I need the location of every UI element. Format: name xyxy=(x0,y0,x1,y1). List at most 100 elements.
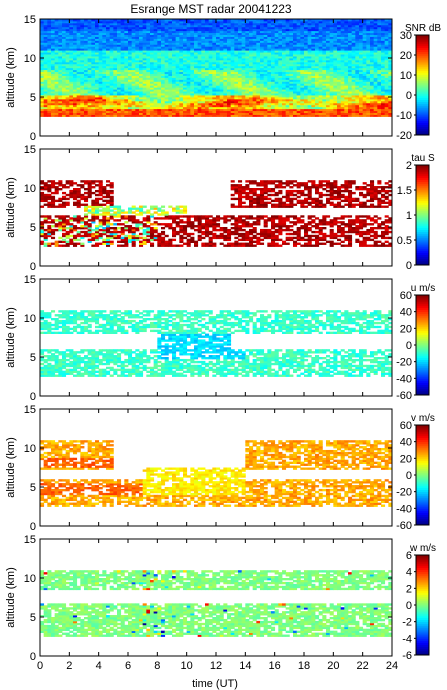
heatmap-cell xyxy=(62,48,67,51)
heatmap-cell xyxy=(87,42,92,45)
heatmap-cell xyxy=(146,81,151,84)
heatmap-cell xyxy=(109,91,114,94)
heatmap-cell xyxy=(113,28,118,32)
heatmap-cell xyxy=(51,71,56,74)
heatmap-cell xyxy=(73,19,78,22)
heatmap-cell xyxy=(84,44,89,47)
heatmap-cell xyxy=(186,19,191,22)
heatmap-cell xyxy=(113,67,118,71)
heatmap-cell xyxy=(208,40,213,43)
heatmap-cell xyxy=(87,65,92,69)
heatmap-cell xyxy=(212,112,217,115)
heatmap-cell xyxy=(120,50,125,53)
heatmap-cell xyxy=(47,102,52,106)
heatmap-cell xyxy=(150,50,155,53)
heatmap-cell xyxy=(120,95,125,98)
heatmap-cell xyxy=(179,73,184,76)
heatmap-cell xyxy=(183,59,188,63)
heatmap-cell xyxy=(98,44,103,47)
heatmap-cell xyxy=(91,89,96,92)
heatmap-cell xyxy=(190,22,195,26)
heatmap-cell xyxy=(161,83,166,86)
heatmap-cell xyxy=(131,104,136,108)
heatmap-cell xyxy=(139,93,144,96)
heatmap-cell xyxy=(238,83,243,86)
heatmap-cell xyxy=(208,85,213,88)
heatmap-cell xyxy=(62,67,67,71)
heatmap-cell xyxy=(168,63,173,67)
heatmap-cell xyxy=(120,108,125,112)
heatmap-cell xyxy=(175,32,180,35)
heatmap-cell xyxy=(205,36,210,39)
heatmap-cell xyxy=(135,93,140,96)
heatmap-cell xyxy=(201,89,206,92)
heatmap-cell xyxy=(197,52,202,55)
heatmap-cell xyxy=(230,100,235,104)
heatmap-cell xyxy=(186,106,191,110)
heatmap-cell xyxy=(164,95,169,98)
heatmap-cell xyxy=(168,69,173,73)
heatmap-cell xyxy=(128,20,133,24)
heatmap-cell xyxy=(190,97,195,100)
heatmap-cell xyxy=(208,63,213,67)
heatmap-cell xyxy=(40,63,45,67)
heatmap-cell xyxy=(80,106,85,110)
heatmap-cell xyxy=(175,67,180,71)
heatmap-cell xyxy=(234,65,239,69)
heatmap-cell xyxy=(113,104,118,108)
heatmap-cell xyxy=(168,24,173,28)
heatmap-cell xyxy=(80,102,85,106)
heatmap-cell xyxy=(120,40,125,43)
heatmap-cell xyxy=(223,28,228,32)
heatmap-cell xyxy=(212,32,217,35)
heatmap-cell xyxy=(124,28,129,32)
heatmap-cell xyxy=(139,85,144,88)
heatmap-cell xyxy=(95,91,100,94)
heatmap-cell xyxy=(106,114,111,117)
heatmap-cell xyxy=(146,67,151,71)
heatmap-cell xyxy=(139,59,144,63)
heatmap-cell xyxy=(73,63,78,67)
heatmap-cell xyxy=(150,102,155,106)
heatmap-cell xyxy=(205,65,210,69)
heatmap-cell xyxy=(230,42,235,45)
heatmap-cell xyxy=(216,95,221,98)
heatmap-cell xyxy=(117,32,122,35)
heatmap-cell xyxy=(47,85,52,88)
heatmap-cell xyxy=(139,110,144,113)
heatmap-cell xyxy=(128,69,133,73)
heatmap-cell xyxy=(186,104,191,108)
heatmap-cell xyxy=(146,93,151,96)
heatmap-cell xyxy=(58,36,63,39)
heatmap-cell xyxy=(227,79,232,82)
heatmap-cell xyxy=(43,36,48,39)
heatmap-cell xyxy=(212,40,217,43)
heatmap-cell xyxy=(65,97,70,100)
heatmap-cell xyxy=(117,69,122,73)
heatmap-cell xyxy=(109,38,114,41)
heatmap-cell xyxy=(157,81,162,84)
heatmap-cell xyxy=(161,114,166,117)
heatmap-cell xyxy=(109,112,114,115)
heatmap-cell xyxy=(201,91,206,94)
heatmap-cell xyxy=(109,114,114,117)
heatmap-cell xyxy=(131,85,136,88)
heatmap-cell xyxy=(183,93,188,96)
heatmap-cell xyxy=(234,114,239,117)
heatmap-cell xyxy=(190,102,195,106)
heatmap-cell xyxy=(212,69,217,73)
heatmap-cell xyxy=(51,59,56,63)
heatmap-cell xyxy=(87,36,92,39)
heatmap-cell xyxy=(223,59,228,63)
heatmap-cell xyxy=(194,58,199,61)
heatmap-cell xyxy=(179,81,184,84)
heatmap-cell xyxy=(84,46,89,49)
heatmap-cell xyxy=(164,106,169,110)
heatmap-cell xyxy=(219,46,224,49)
heatmap-cell xyxy=(201,67,206,71)
heatmap-cell xyxy=(194,112,199,115)
heatmap-cell xyxy=(238,110,243,113)
heatmap-cell xyxy=(157,24,162,28)
heatmap-cell xyxy=(161,97,166,100)
heatmap-cell xyxy=(58,65,63,69)
